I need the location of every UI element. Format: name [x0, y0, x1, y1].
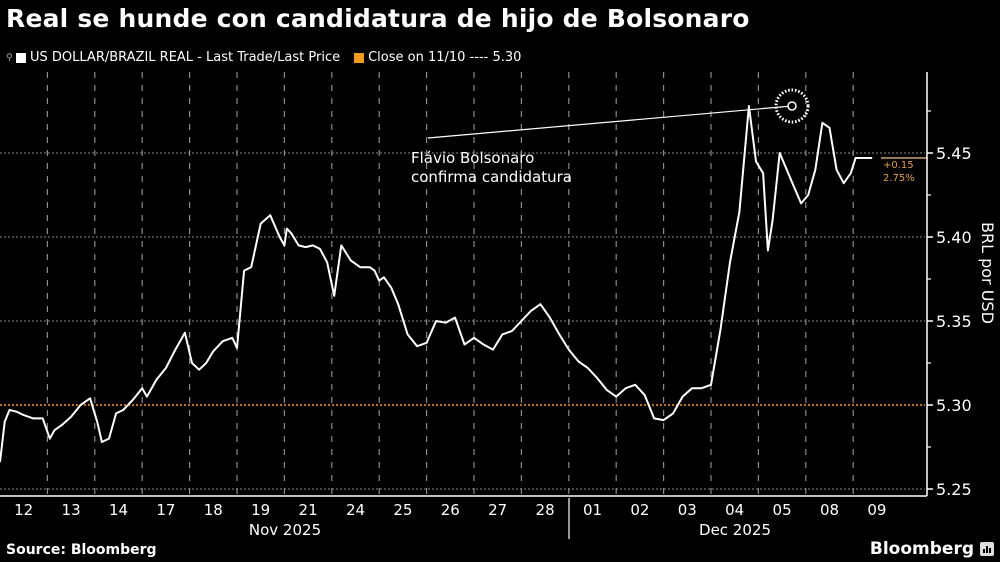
- y-tick-label: 5.40: [936, 228, 972, 247]
- x-tick-label: 28: [536, 501, 555, 519]
- legend-item-series: US DOLLAR/BRAZIL REAL - Last Trade/Last …: [16, 50, 340, 65]
- x-tick-label: 27: [488, 501, 507, 519]
- x-tick-label: 09: [867, 501, 886, 519]
- pin-icon[interactable]: ⚲: [6, 52, 13, 63]
- series-swatch: [16, 52, 26, 63]
- x-axis-ticks: 12 13 14 17 18 19 21 24 25 26 27 28 01 02 03 04 05 08 09: [14, 501, 886, 519]
- x-tick-label: 05: [773, 501, 792, 519]
- x-tick-label: 13: [62, 501, 81, 519]
- x-tick-label: 02: [630, 501, 649, 519]
- bloomberg-logo: Bloomberg: [869, 539, 974, 559]
- x-tick-label: 04: [725, 501, 744, 519]
- y-axis-ticks: 5.45 5.40 5.35 5.30 5.25: [927, 110, 972, 499]
- annotation-text-line1: Flávio Bolsonaro: [411, 149, 534, 167]
- change-pct: 2.75%: [883, 173, 915, 184]
- chart-title: Real se hunde con candidatura de hijo de…: [6, 4, 750, 33]
- x-tick-label: 08: [820, 501, 839, 519]
- x-tick-label: 19: [251, 501, 270, 519]
- x-tick-label: 24: [346, 501, 365, 519]
- x-tick-label: 21: [299, 501, 318, 519]
- annotation-marker-ring: [774, 88, 810, 124]
- x-tick-label: 03: [678, 501, 697, 519]
- x-tick-label: 12: [14, 501, 33, 519]
- change-abs: +0.15: [883, 160, 914, 171]
- reference-swatch: [354, 52, 365, 63]
- price-line: [0, 105, 873, 463]
- month-label-nov: Nov 2025: [249, 521, 321, 539]
- y-tick-label: 5.45: [936, 144, 972, 163]
- y-tick-label: 5.25: [936, 480, 972, 499]
- month-label-dec: Dec 2025: [699, 521, 771, 539]
- annotation-marker-dot: [787, 101, 797, 111]
- y-tick-label: 5.30: [936, 396, 972, 415]
- source-note: Source: Bloomberg: [6, 542, 157, 558]
- legend-series-label: US DOLLAR/BRAZIL REAL - Last Trade/Last …: [30, 50, 341, 65]
- legend: ⚲ US DOLLAR/BRAZIL REAL - Last Trade/Las…: [6, 50, 535, 65]
- x-tick-label: 14: [109, 501, 128, 519]
- grid: [0, 72, 925, 496]
- annotation-text-line2: confirma candidatura: [411, 168, 572, 186]
- bloomberg-chart-icon: [980, 542, 994, 556]
- x-tick-label: 17: [156, 501, 175, 519]
- legend-reference-label: Close on 11/10 ---- 5.30: [368, 50, 522, 65]
- y-axis-label: BRL por USD: [978, 222, 997, 324]
- x-tick-label: 25: [393, 501, 412, 519]
- annotation-leader: [427, 105, 793, 139]
- x-tick-label: 18: [204, 501, 223, 519]
- x-tick-label: 01: [583, 501, 602, 519]
- x-tick-label: 26: [441, 501, 460, 519]
- y-tick-label: 5.35: [936, 312, 972, 331]
- legend-item-reference: Close on 11/10 ---- 5.30: [354, 50, 521, 65]
